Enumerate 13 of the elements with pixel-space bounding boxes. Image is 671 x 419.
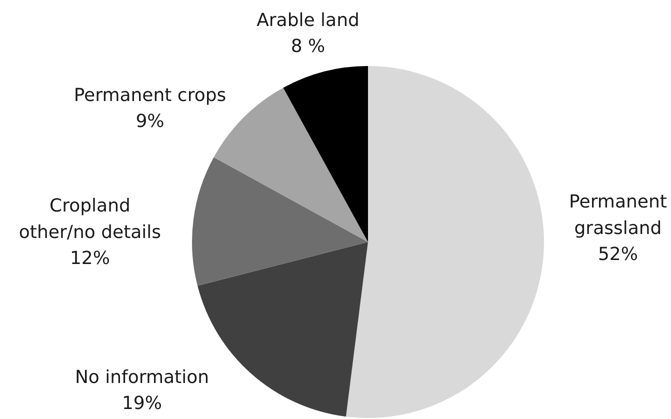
data-label: 52% [598, 244, 638, 265]
slice-label: No information [74, 366, 210, 388]
pie-slice [192, 157, 368, 286]
slice-label: Permanent grassland [569, 191, 667, 238]
data-label: 19% [122, 392, 162, 414]
pie-slice [346, 66, 544, 418]
slice-label: Cropland other/no details [18, 195, 162, 242]
data-label: 9% [136, 110, 164, 132]
pie-slice [283, 66, 368, 242]
data-label: 8 % [290, 36, 326, 57]
slice-label: Permanent crops [74, 84, 226, 106]
slice-label: Arable land [256, 9, 360, 30]
data-label: 12% [70, 248, 110, 269]
